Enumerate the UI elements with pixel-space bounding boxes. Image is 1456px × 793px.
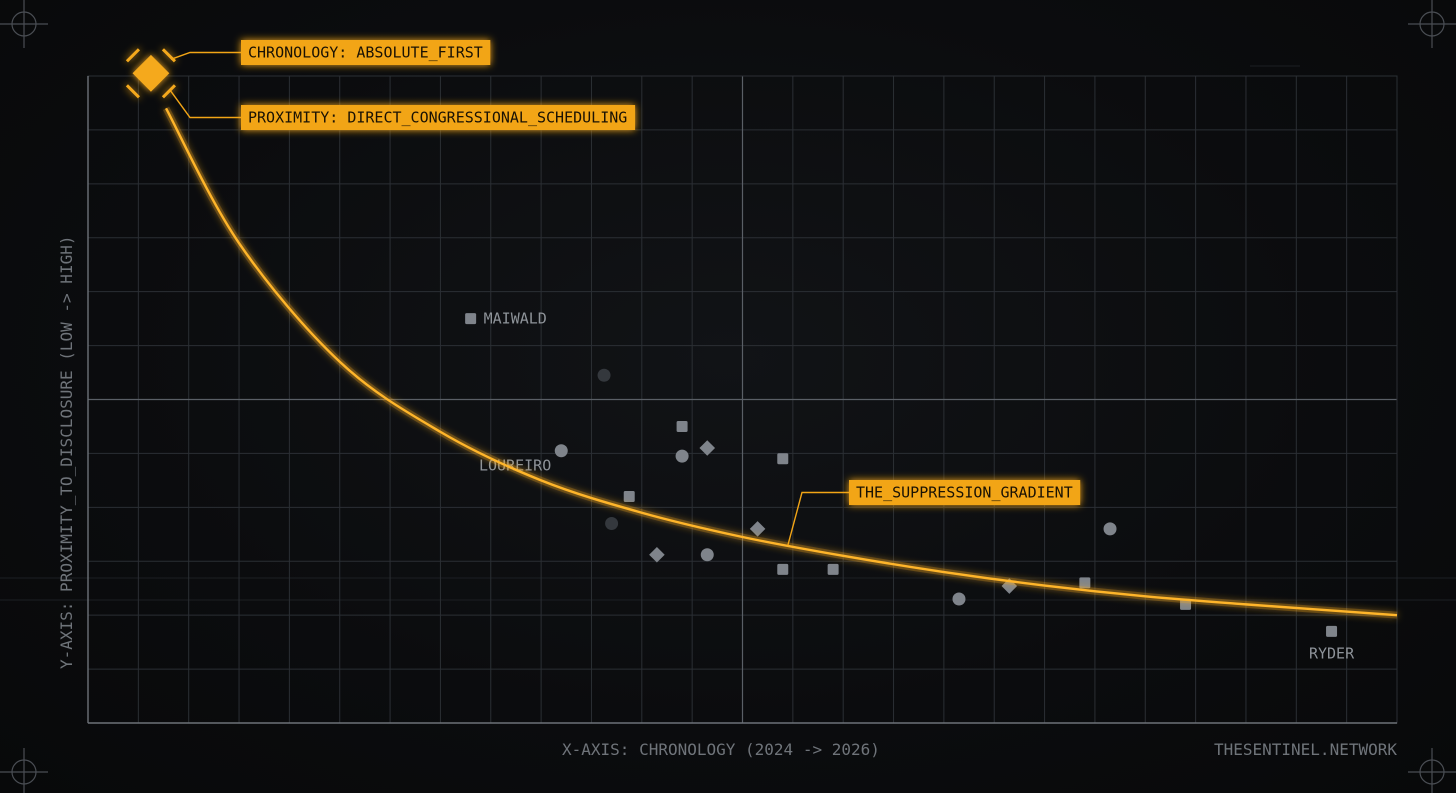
point-label: RYDER: [1309, 644, 1355, 662]
callout-proximity-text: PROXIMITY: DIRECT_CONGRESSIONAL_SCHEDULI…: [248, 109, 627, 127]
plot-grid: [87, 75, 1398, 724]
data-point: [465, 313, 477, 325]
data-point: [1103, 522, 1117, 536]
data-point: [777, 453, 789, 465]
data-point: [1079, 577, 1091, 589]
data-point: [700, 548, 714, 562]
x-axis-title: X-AXIS: CHRONOLOGY (2024 -> 2026): [562, 740, 880, 759]
data-point: [1326, 625, 1338, 637]
faint-data-point: [597, 368, 611, 382]
leader-line-chronology: [170, 51, 241, 60]
credit-text: THESENTINEL.NETWORK: [1214, 740, 1397, 759]
faint-data-point: [605, 517, 619, 531]
point-label: MAIWALD: [484, 310, 547, 328]
highlight-point-icon: [125, 48, 176, 99]
callout-proximity-box: [241, 105, 636, 130]
reticle-top-right-icon: [1408, 0, 1456, 48]
data-point: [952, 592, 966, 606]
suppression-curve-line: [164, 107, 1398, 617]
reticle-bottom-right-icon: [1408, 748, 1456, 793]
data-point: [1180, 598, 1192, 610]
data-point: [623, 491, 635, 503]
leader-line-gradient: [787, 491, 849, 546]
data-point: [649, 547, 665, 563]
leader-line-proximity: [170, 90, 241, 119]
callout-chronology-text: CHRONOLOGY: ABSOLUTE_FIRST: [248, 44, 483, 62]
data-point: [554, 444, 568, 458]
scanline-noise: [0, 65, 1456, 601]
reticle-top-left-icon: [0, 0, 48, 48]
plot-axes: [87, 76, 1397, 724]
callout-chronology-box: [241, 40, 491, 65]
data-point: [676, 420, 688, 432]
callout-suppression-gradient-text: THE_SUPPRESSION_GRADIENT: [856, 484, 1073, 502]
y-axis-title: Y-AXIS: PROXIMITY_TO_DISCLOSURE (LOW -> …: [57, 236, 76, 669]
data-point: [675, 449, 689, 463]
callouts: CHRONOLOGY: ABSOLUTE_FIRST PROXIMITY: DIR…: [125, 40, 1081, 546]
data-point: [777, 563, 789, 575]
data-point: [827, 563, 839, 575]
callout-suppression-gradient-box: [849, 480, 1081, 505]
highlight-bracket: [125, 84, 140, 99]
highlight-bracket: [161, 48, 176, 63]
suppression-curve-glow: [162, 106, 1398, 619]
highlight-bracket: [125, 48, 140, 63]
suppression-curve: [162, 106, 1398, 619]
reticle-bottom-left-icon: [0, 748, 48, 793]
highlight-bracket: [161, 84, 176, 99]
data-point: [749, 521, 766, 537]
